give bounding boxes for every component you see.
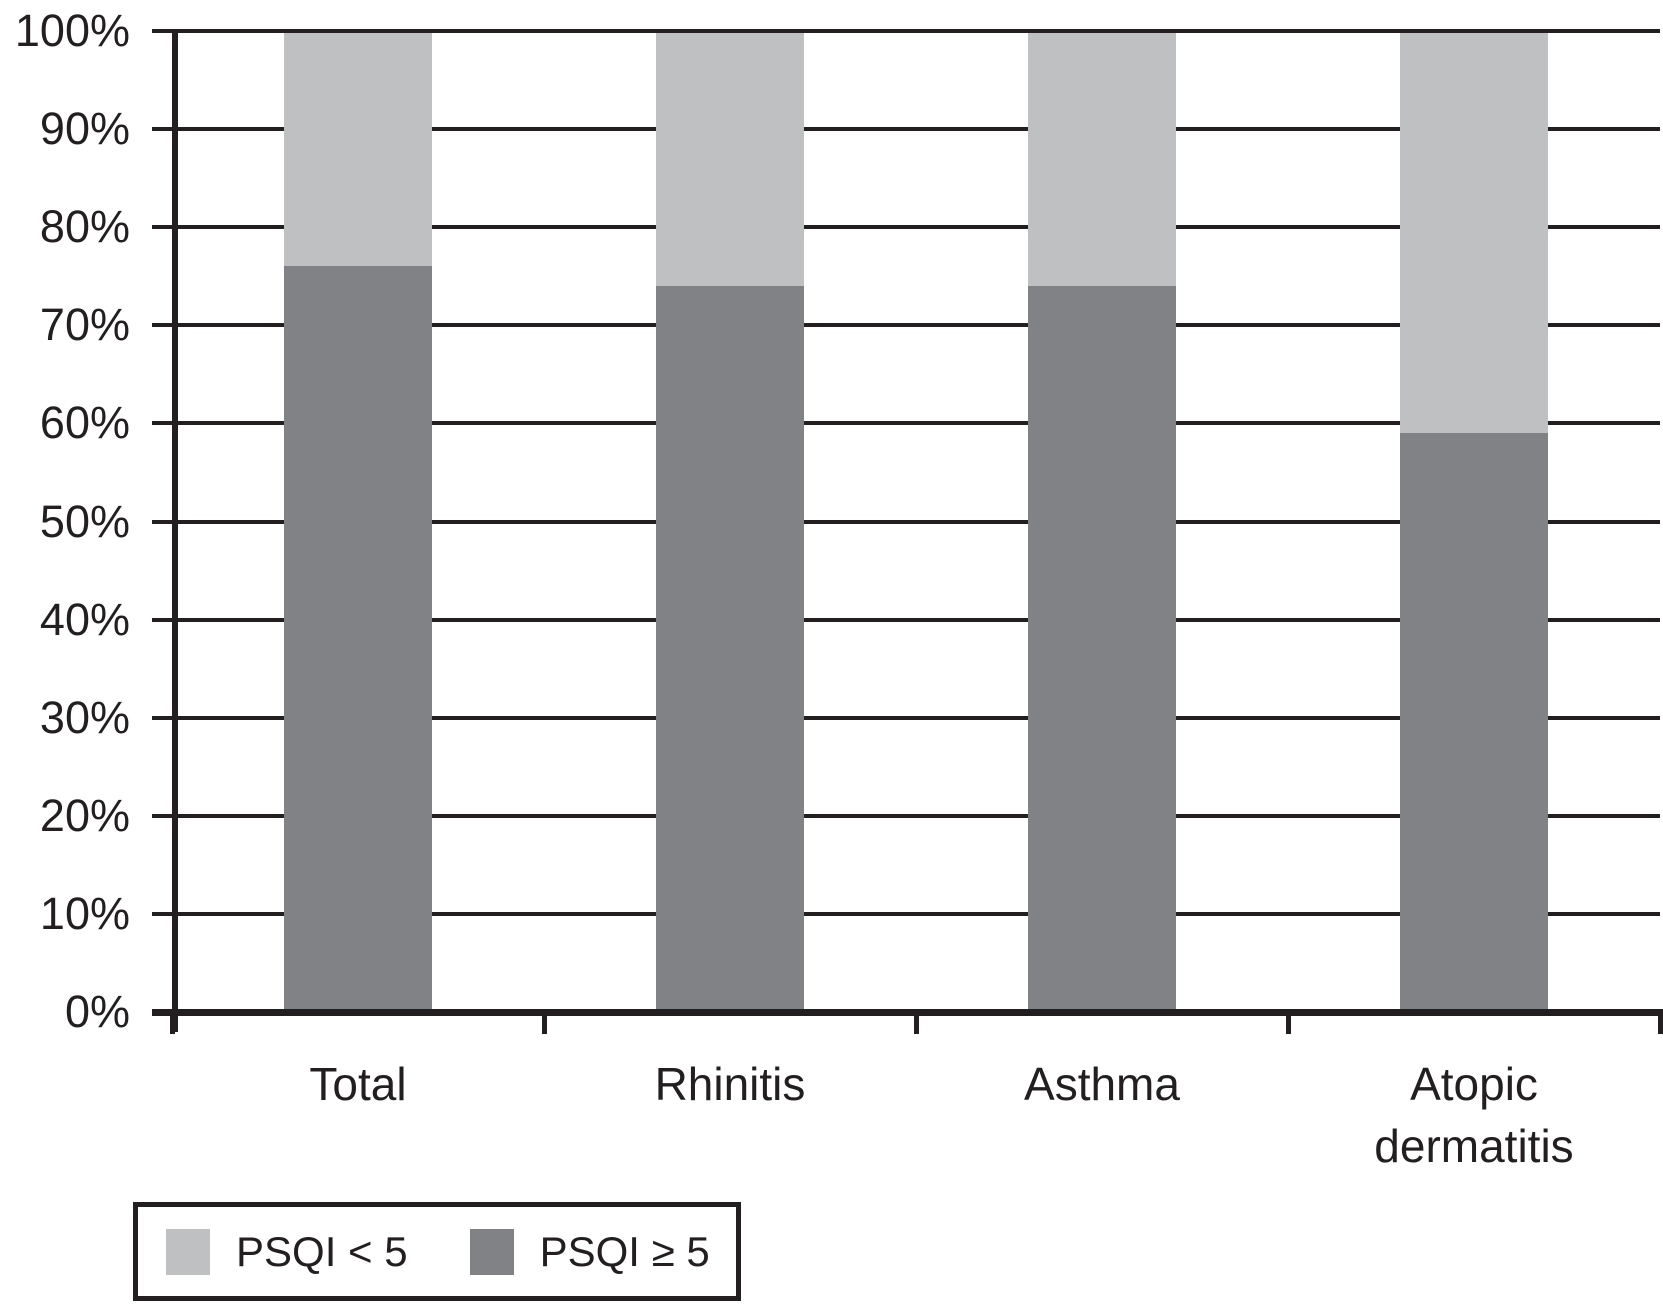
gridline — [152, 716, 1660, 720]
bar-segment-psqi-ge5 — [1028, 286, 1176, 1009]
gridline — [152, 127, 1660, 131]
bar-segment-psqi-lt5 — [1400, 33, 1548, 433]
x-axis-baseline — [152, 1009, 1660, 1016]
bar-segment-psqi-lt5 — [284, 33, 432, 266]
gridline — [152, 29, 1660, 33]
gridline — [152, 520, 1660, 524]
bar-segment-psqi-ge5 — [284, 266, 432, 1009]
gridline — [152, 323, 1660, 327]
gridline — [152, 814, 1660, 818]
bar-segment-psqi-ge5 — [1400, 433, 1548, 1009]
y-axis-line — [172, 29, 178, 1032]
legend: PSQI < 5 PSQI ≥ 5 — [133, 1202, 741, 1301]
bar-segment-psqi-lt5 — [656, 33, 804, 286]
legend-label-psqi-ge5: PSQI ≥ 5 — [539, 1227, 710, 1275]
gridline — [152, 618, 1660, 622]
x-axis-tick — [1286, 1009, 1291, 1034]
x-axis-label: Asthma — [1024, 1058, 1180, 1110]
gridline — [152, 912, 1660, 916]
y-tick-label: 30% — [39, 692, 130, 743]
x-axis-tick — [170, 1009, 175, 1034]
x-axis-tick — [914, 1009, 919, 1034]
x-axis-label: Atopic dermatitis — [1374, 1058, 1574, 1172]
gridline — [152, 421, 1660, 425]
legend-label-psqi-lt5: PSQI < 5 — [236, 1227, 408, 1275]
legend-swatch-psqi-lt5-icon — [166, 1228, 210, 1275]
x-axis-tick — [1658, 1009, 1663, 1034]
x-axis-label: Total — [309, 1058, 407, 1110]
y-tick-label: 50% — [39, 496, 130, 547]
gridline — [152, 225, 1660, 229]
legend-entry-psqi-lt5: PSQI < 5 — [166, 1227, 408, 1275]
bar-segment-psqi-lt5 — [1028, 33, 1176, 286]
y-tick-label: 0% — [64, 986, 130, 1037]
y-tick-label: 20% — [39, 790, 130, 841]
y-tick-label: 100% — [14, 5, 130, 56]
legend-entry-psqi-ge5: PSQI ≥ 5 — [469, 1227, 710, 1275]
y-tick-label: 70% — [39, 299, 130, 350]
legend-swatch-psqi-ge5-icon — [469, 1228, 514, 1275]
y-tick-label: 10% — [39, 888, 130, 939]
y-tick-label: 80% — [39, 201, 130, 252]
y-tick-label: 60% — [39, 397, 130, 448]
bar-segment-psqi-ge5 — [656, 286, 804, 1009]
x-axis-tick — [542, 1009, 547, 1034]
x-axis-label: Rhinitis — [654, 1058, 806, 1110]
y-tick-label: 40% — [39, 594, 130, 645]
y-tick-label: 90% — [39, 103, 130, 154]
